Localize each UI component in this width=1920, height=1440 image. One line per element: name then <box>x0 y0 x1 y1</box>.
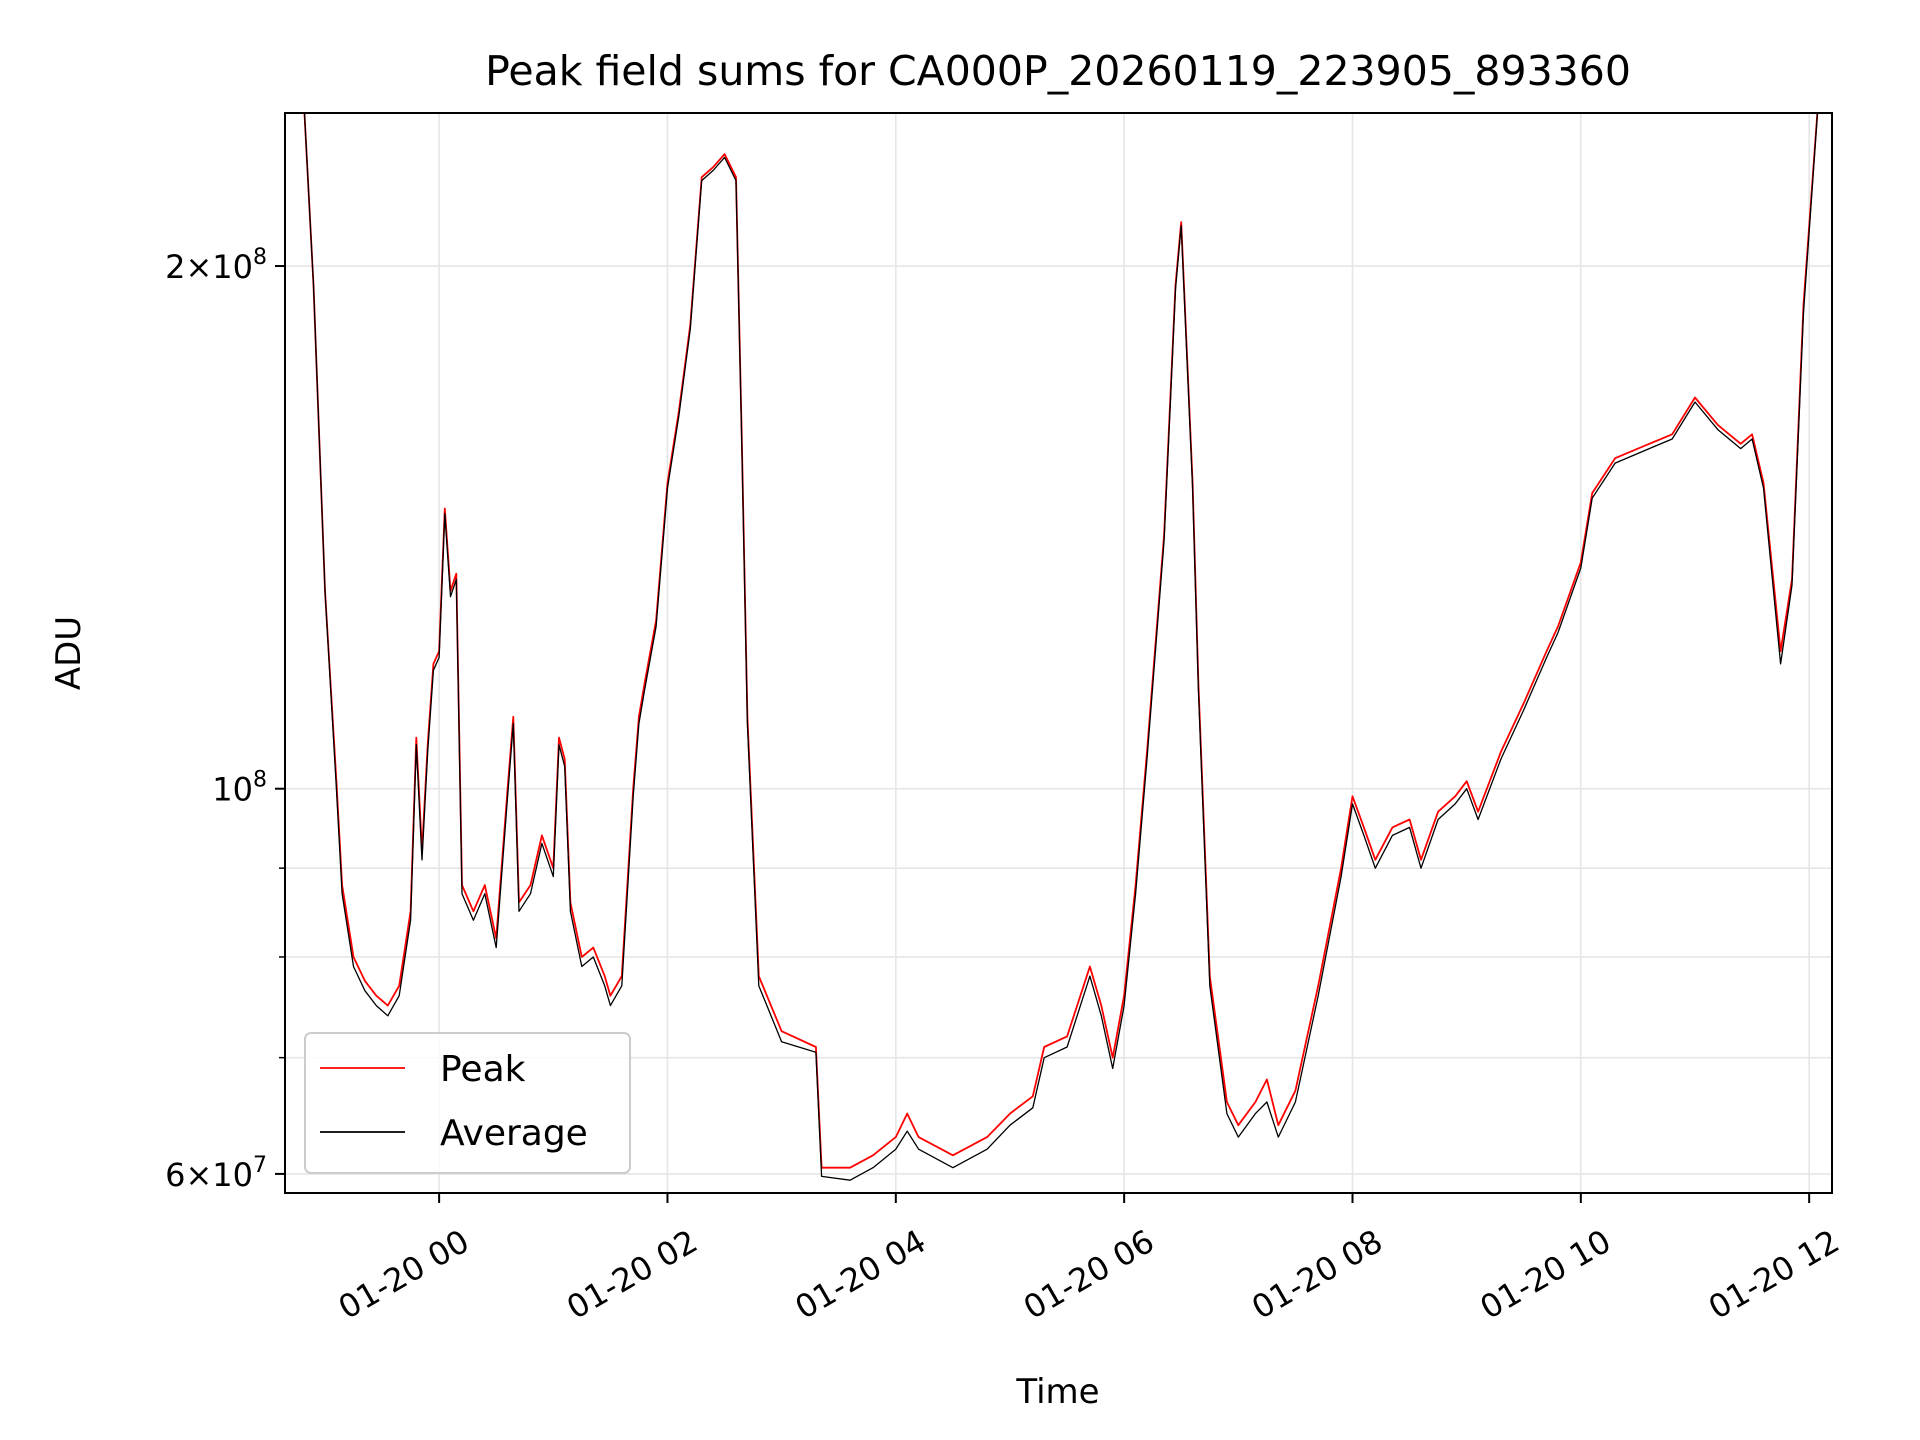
x-axis-title: Time <box>1015 1372 1099 1412</box>
series-line-average <box>303 113 1819 1181</box>
legend: Peak Average <box>304 1032 631 1174</box>
plot-frame <box>284 112 1833 1194</box>
series-layer <box>303 113 1819 1181</box>
y-axis: 6×107 108 2×108 <box>165 245 285 1194</box>
y-tick-label: 2×108 <box>165 245 267 286</box>
legend-peak-label: Peak <box>440 1049 526 1090</box>
chart-title: Peak field sums for CA000P_20260119_2239… <box>485 47 1631 95</box>
y-axis-title: ADU <box>49 616 89 690</box>
legend-average-label: Average <box>440 1113 588 1154</box>
y-tick-label: 108 <box>212 768 267 809</box>
y-tick-label: 6×107 <box>165 1153 267 1194</box>
